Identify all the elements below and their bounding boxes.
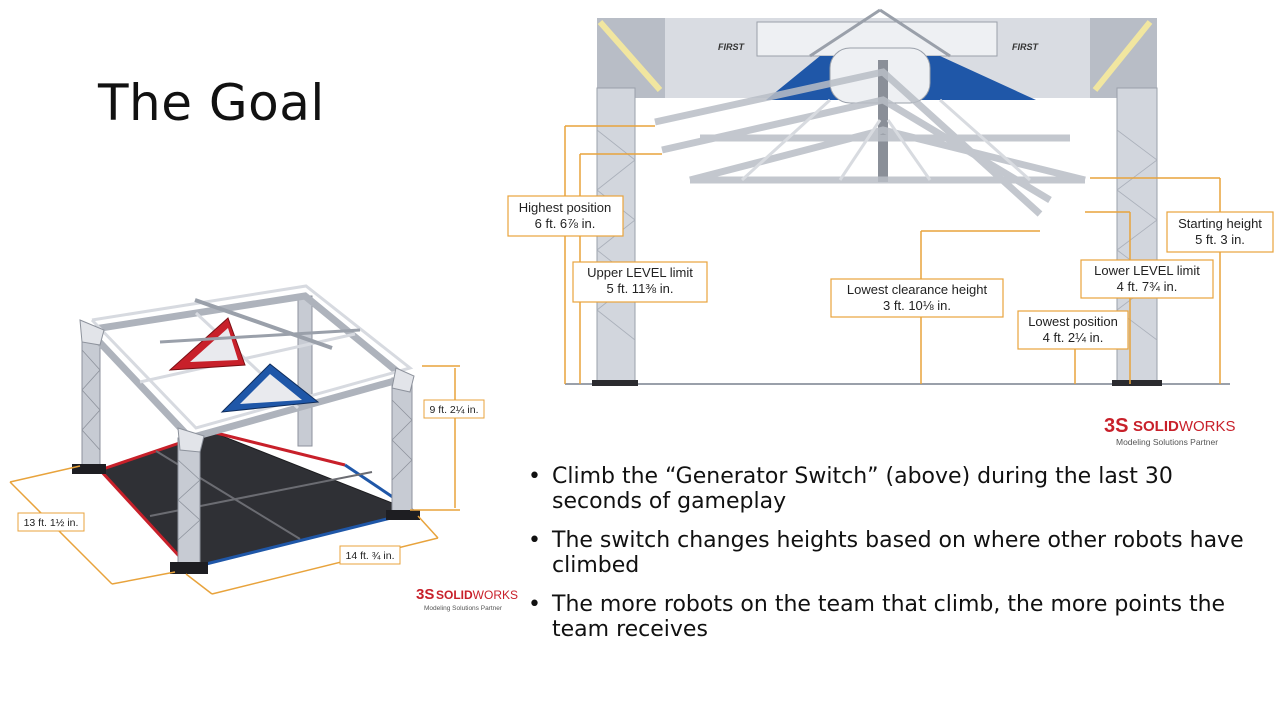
label-highest-position: Highest position 6 ft. 6⅞ in. bbox=[507, 195, 624, 237]
label-starting-height: Starting height 5 ft. 3 in. bbox=[1166, 211, 1274, 253]
bullet-text: The switch changes heights based on wher… bbox=[552, 528, 1244, 578]
svg-text:4 ft. 7¾ in.: 4 ft. 7¾ in. bbox=[1117, 279, 1178, 294]
dimension-arrows bbox=[564, 125, 1221, 384]
svg-text:3S: 3S bbox=[1104, 415, 1128, 437]
generator-switch bbox=[159, 298, 361, 413]
bullet-dot-icon: • bbox=[528, 528, 541, 553]
svg-text:SOLIDWORKS: SOLIDWORKS bbox=[1133, 418, 1236, 435]
svg-text:Highest position: Highest position bbox=[519, 200, 612, 215]
truss-feet bbox=[72, 464, 420, 574]
svg-text:Modeling Solutions Partner: Modeling Solutions Partner bbox=[1116, 437, 1218, 447]
svg-text:Lowest clearance height: Lowest clearance height bbox=[847, 282, 988, 297]
svg-text:Lowest position: Lowest position bbox=[1028, 314, 1118, 329]
switch-heights-diagram: FIRST FIRST bbox=[507, 8, 1274, 447]
bullet-text: Climb the “Generator Switch” (above) dur… bbox=[552, 464, 1173, 514]
svg-text:Lower LEVEL limit: Lower LEVEL limit bbox=[1094, 263, 1200, 278]
truss-leg-bracing bbox=[81, 349, 413, 541]
arena-isometric-diagram: 9 ft. 2¼ in. 13 ft. 1½ in. 14 ft. ¾ in. … bbox=[9, 284, 518, 612]
svg-text:SOLIDWORKS: SOLIDWORKS bbox=[436, 588, 518, 602]
first-logo-right: FIRST bbox=[1012, 42, 1040, 52]
solidworks-logo-right: 3S SOLIDWORKS Modeling Solutions Partner bbox=[1104, 415, 1236, 447]
svg-text:FIRST: FIRST bbox=[718, 42, 746, 52]
pivot-post bbox=[878, 60, 888, 182]
svg-text:4 ft. 2¼ in.: 4 ft. 2¼ in. bbox=[1043, 330, 1104, 345]
bullet-dot-icon: • bbox=[528, 464, 541, 489]
svg-text:FIRST: FIRST bbox=[1012, 42, 1040, 52]
svg-text:3 ft. 10⅛ in.: 3 ft. 10⅛ in. bbox=[883, 298, 951, 313]
label-lowest-position: Lowest position 4 ft. 2¼ in. bbox=[1017, 310, 1129, 350]
label-lowest-clearance: Lowest clearance height 3 ft. 10⅛ in. bbox=[830, 278, 1004, 318]
bullet-text: The more robots on the team that climb, … bbox=[552, 592, 1226, 642]
svg-text:9 ft. 2¼ in.: 9 ft. 2¼ in. bbox=[429, 404, 478, 416]
svg-text:5 ft. 11⅜ in.: 5 ft. 11⅜ in. bbox=[607, 281, 674, 296]
svg-text:6 ft. 6⅞ in.: 6 ft. 6⅞ in. bbox=[535, 216, 596, 231]
first-logo-left: FIRST bbox=[718, 42, 746, 52]
svg-text:3S: 3S bbox=[416, 586, 434, 603]
bullet-dot-icon: • bbox=[528, 592, 541, 617]
dim-label-width: 13 ft. 1½ in. bbox=[17, 512, 85, 532]
svg-text:5 ft. 3 in.: 5 ft. 3 in. bbox=[1195, 232, 1245, 247]
svg-text:Modeling Solutions Partner: Modeling Solutions Partner bbox=[424, 605, 503, 612]
svg-text:13 ft. 1½ in.: 13 ft. 1½ in. bbox=[24, 517, 79, 529]
svg-text:14 ft. ¾ in.: 14 ft. ¾ in. bbox=[345, 550, 394, 562]
bullet-item: • The switch changes heights based on whe… bbox=[528, 528, 1248, 578]
dim-label-depth: 14 ft. ¾ in. bbox=[339, 545, 401, 565]
slide-title: The Goal bbox=[98, 74, 325, 132]
solidworks-logo-left: 3S SOLIDWORKS Modeling Solutions Partner bbox=[416, 586, 518, 612]
goal-bullet-list: • Climb the “Generator Switch” (above) du… bbox=[528, 464, 1248, 656]
svg-text:Upper LEVEL limit: Upper LEVEL limit bbox=[587, 265, 693, 280]
label-lower-level-limit: Lower LEVEL limit 4 ft. 7¾ in. bbox=[1080, 259, 1214, 299]
switch-positions bbox=[654, 68, 1086, 217]
scaffold-top bbox=[597, 8, 1157, 104]
label-upper-level-limit: Upper LEVEL limit 5 ft. 11⅜ in. bbox=[572, 261, 708, 303]
bullet-item: • Climb the “Generator Switch” (above) du… bbox=[528, 464, 1248, 514]
svg-text:Starting height: Starting height bbox=[1178, 216, 1262, 231]
bullet-item: • The more robots on the team that climb,… bbox=[528, 592, 1248, 642]
dim-label-height: 9 ft. 2¼ in. bbox=[423, 399, 485, 419]
